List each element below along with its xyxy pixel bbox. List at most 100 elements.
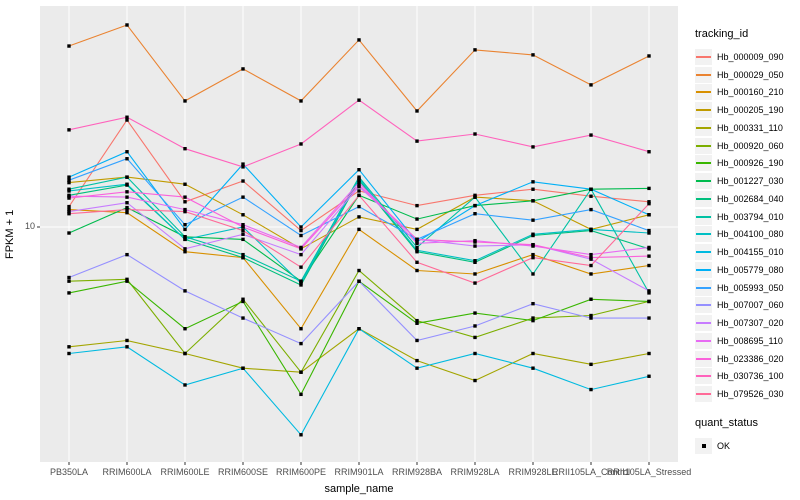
legend-label: Hb_007007_060 bbox=[717, 300, 784, 311]
data-point bbox=[183, 146, 187, 151]
legend-label: Hb_079526_030 bbox=[717, 389, 784, 400]
data-point bbox=[357, 176, 361, 181]
data-point bbox=[415, 245, 419, 250]
legend-items: Hb_000009_090 Hb_000029_050 Hb_000160_210 H… bbox=[695, 48, 800, 403]
data-point bbox=[67, 291, 71, 295]
x-tick-label: RRIM928BA bbox=[392, 467, 442, 477]
legend-item: Hb_001227_030 bbox=[695, 172, 800, 190]
data-point bbox=[125, 252, 129, 257]
x-tick-label: PB350LA bbox=[50, 467, 88, 477]
data-point bbox=[125, 190, 129, 194]
data-point bbox=[67, 231, 71, 235]
data-point bbox=[531, 180, 535, 184]
data-point bbox=[531, 145, 535, 149]
data-point bbox=[125, 279, 129, 283]
data-point bbox=[589, 207, 593, 212]
data-point bbox=[125, 201, 129, 205]
data-point bbox=[415, 260, 419, 265]
data-point bbox=[125, 345, 129, 349]
data-point bbox=[589, 194, 593, 198]
legend-item: Hb_079526_030 bbox=[695, 385, 800, 403]
data-point bbox=[357, 168, 361, 172]
data-point bbox=[299, 433, 303, 437]
data-point bbox=[125, 207, 129, 212]
data-point bbox=[183, 200, 187, 204]
data-point bbox=[589, 362, 593, 367]
legend-key-icon bbox=[695, 66, 712, 83]
data-point bbox=[647, 200, 651, 204]
data-point bbox=[473, 240, 477, 244]
data-point bbox=[241, 228, 245, 233]
data-point bbox=[241, 299, 245, 304]
data-point bbox=[241, 165, 245, 169]
legend-key-icon bbox=[695, 244, 712, 261]
data-point bbox=[241, 366, 245, 370]
legend-key-icon bbox=[695, 84, 712, 101]
data-point bbox=[183, 207, 187, 212]
data-point bbox=[473, 324, 477, 328]
legend-key-icon bbox=[695, 173, 712, 190]
data-point bbox=[647, 150, 651, 154]
data-point bbox=[357, 215, 361, 219]
data-point bbox=[357, 268, 361, 273]
data-point bbox=[183, 209, 187, 214]
data-point bbox=[473, 311, 477, 315]
data-point bbox=[589, 387, 593, 392]
data-point bbox=[125, 23, 129, 27]
data-point bbox=[67, 196, 71, 200]
legend-item: Hb_005779_080 bbox=[695, 261, 800, 279]
data-point bbox=[183, 250, 187, 254]
data-point bbox=[357, 38, 361, 42]
data-point bbox=[183, 182, 187, 186]
legend-key-icon bbox=[695, 386, 712, 403]
data-point bbox=[647, 263, 651, 268]
data-point bbox=[415, 268, 419, 273]
legend-item: Hb_000331_110 bbox=[695, 119, 800, 137]
legend-label: Hb_008695_110 bbox=[717, 335, 783, 346]
data-point bbox=[647, 245, 651, 250]
data-point bbox=[357, 183, 361, 187]
legend-item: Hb_003794_010 bbox=[695, 208, 800, 226]
x-tick-label: RRIM600SE bbox=[218, 467, 268, 477]
data-point bbox=[183, 237, 187, 242]
data-point bbox=[299, 327, 303, 331]
data-point bbox=[647, 291, 651, 295]
data-point bbox=[589, 297, 593, 301]
x-tick-label: RRII105LA_Stressed bbox=[607, 467, 692, 477]
legend-label: OK bbox=[717, 440, 731, 451]
data-point bbox=[67, 345, 71, 349]
data-point bbox=[415, 338, 419, 343]
x-tick-label: RRIM600PE bbox=[276, 467, 326, 477]
data-point bbox=[531, 366, 535, 370]
data-point bbox=[357, 193, 361, 198]
data-point bbox=[473, 132, 477, 136]
data-point bbox=[357, 279, 361, 283]
legend-label: Hb_005779_080 bbox=[717, 264, 784, 275]
legend-item: Hb_023386_020 bbox=[695, 350, 800, 368]
data-point bbox=[67, 204, 71, 209]
legend-label: Hb_000160_210 bbox=[717, 87, 784, 98]
data-point bbox=[67, 207, 71, 212]
data-point bbox=[415, 318, 419, 323]
data-point bbox=[125, 210, 129, 215]
legend-key-icon bbox=[695, 350, 712, 367]
data-point bbox=[473, 351, 477, 356]
data-point bbox=[299, 252, 303, 257]
legend-item: Hb_002684_040 bbox=[695, 190, 800, 208]
legend-label: Hb_000029_050 bbox=[717, 69, 784, 80]
data-point bbox=[531, 218, 535, 222]
data-point bbox=[299, 233, 303, 238]
data-point bbox=[67, 187, 71, 191]
legend-key-icon bbox=[695, 155, 712, 172]
data-point bbox=[241, 67, 245, 71]
legend-item: Hb_000920_060 bbox=[695, 137, 800, 155]
legend-key-icon bbox=[695, 315, 712, 332]
data-point bbox=[125, 277, 129, 282]
data-point bbox=[647, 289, 651, 293]
data-point bbox=[125, 182, 129, 186]
data-point bbox=[241, 225, 245, 229]
data-point bbox=[125, 150, 129, 154]
x-tick-label: RRIM600LE bbox=[160, 467, 209, 477]
data-point bbox=[531, 316, 535, 320]
